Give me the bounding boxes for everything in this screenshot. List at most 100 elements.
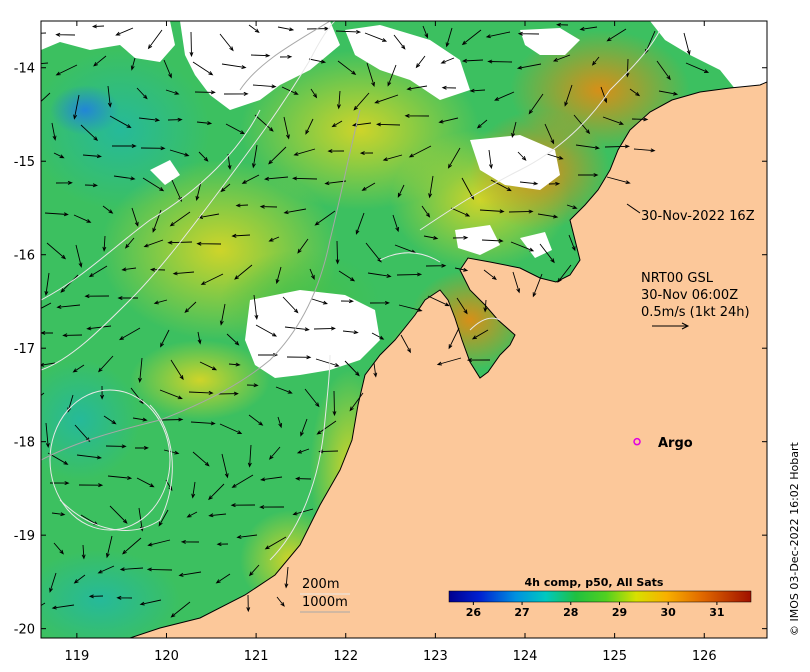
current-arrow xyxy=(119,327,141,341)
current-arrow xyxy=(170,601,191,618)
current-arrow xyxy=(366,62,375,87)
current-arrow xyxy=(283,116,290,140)
lon-tick-label: 124 xyxy=(513,649,538,664)
current-arrow xyxy=(235,203,249,208)
current-arrow xyxy=(471,329,489,340)
current-arrow xyxy=(275,386,293,394)
current-arrow xyxy=(51,512,66,517)
current-arrow xyxy=(56,304,81,309)
current-arrow xyxy=(45,422,50,449)
current-arrow xyxy=(134,445,149,450)
colorbar-tick-label: 29 xyxy=(612,606,627,619)
current-arrow xyxy=(314,210,336,226)
current-arrow xyxy=(440,57,455,64)
current-arrow xyxy=(136,87,148,100)
current-arrow xyxy=(602,116,624,125)
current-arrow xyxy=(517,151,527,161)
current-arrow xyxy=(190,421,216,426)
current-arrow xyxy=(268,146,287,165)
lat-tick-label: -15 xyxy=(14,155,35,170)
current-arrow xyxy=(163,59,172,79)
current-arrow xyxy=(275,266,282,285)
current-arrow xyxy=(268,446,281,460)
current-arrow xyxy=(564,84,573,107)
current-arrow xyxy=(194,90,216,95)
current-arrow xyxy=(130,57,136,71)
current-arrow xyxy=(342,330,359,335)
lon-tick-label: 119 xyxy=(64,649,89,664)
current-arrow xyxy=(259,505,285,510)
lon-tick-label: 126 xyxy=(692,649,717,664)
current-arrow xyxy=(217,391,239,396)
current-arrow xyxy=(461,58,484,63)
current-arrow xyxy=(200,273,224,285)
current-arrow xyxy=(41,602,46,607)
current-arrow xyxy=(84,294,110,299)
current-arrow xyxy=(142,177,165,192)
current-arrow xyxy=(456,297,468,315)
current-scale-arrow xyxy=(652,322,690,330)
current-arrow xyxy=(159,389,183,400)
current-arrow xyxy=(82,154,102,159)
current-arrow xyxy=(344,360,360,377)
current-arrow xyxy=(283,208,307,215)
current-arrow xyxy=(337,60,357,76)
current-arrow xyxy=(297,238,309,254)
current-arrow xyxy=(315,358,340,367)
current-arrow xyxy=(552,54,571,62)
current-arrow xyxy=(279,54,293,59)
colorbar-tick-label: 31 xyxy=(709,606,724,619)
colorbar-tick-label: 28 xyxy=(563,606,578,619)
current-arrow xyxy=(397,184,405,198)
current-arrow xyxy=(548,181,561,186)
current-arrow xyxy=(250,53,271,58)
current-arrow xyxy=(248,414,264,426)
current-arrow xyxy=(591,56,600,66)
current-arrow xyxy=(161,417,184,422)
land-mass xyxy=(129,21,767,638)
current-arrow xyxy=(55,64,78,76)
current-arrow xyxy=(167,117,183,122)
current-arrow xyxy=(219,423,243,434)
current-arrow xyxy=(172,271,195,276)
current-arrow xyxy=(490,179,512,192)
current-arrow xyxy=(539,243,555,264)
current-arrow xyxy=(215,573,231,584)
current-arrow xyxy=(41,62,49,65)
current-arrow xyxy=(277,26,295,32)
current-arrow xyxy=(132,417,148,422)
current-arrow xyxy=(448,327,460,350)
current-arrow xyxy=(136,477,155,488)
current-arrow xyxy=(112,143,137,149)
current-scale-label: 0.5m/s (1kt 24h) xyxy=(641,305,750,320)
current-arrow xyxy=(55,32,76,37)
current-arrow xyxy=(452,235,469,240)
current-arrow xyxy=(62,333,83,338)
current-arrow xyxy=(105,535,113,559)
current-arrow xyxy=(246,594,251,613)
current-arrow xyxy=(425,263,447,268)
isobath-200-label: 200m xyxy=(302,577,339,592)
current-arrow xyxy=(51,604,75,610)
current-arrow xyxy=(295,476,312,481)
lat-tick-label: -18 xyxy=(14,436,35,451)
current-arrow xyxy=(293,148,316,156)
current-arrow xyxy=(566,204,578,209)
lat-tick-label: -19 xyxy=(14,529,35,544)
current-arrow xyxy=(84,183,98,188)
current-arrow xyxy=(406,85,428,91)
current-arrow xyxy=(479,209,505,214)
current-arrow xyxy=(264,536,287,550)
current-arrow xyxy=(305,118,314,135)
current-arrow xyxy=(53,152,65,159)
current-arrow xyxy=(226,333,240,346)
current-arrow xyxy=(544,123,555,145)
current-arrow xyxy=(138,357,143,383)
current-arrow xyxy=(517,31,540,36)
current-arrow xyxy=(102,235,107,252)
current-arrow xyxy=(296,448,310,454)
isobath-contours xyxy=(41,21,661,561)
current-arrow xyxy=(46,242,67,260)
current-arrow xyxy=(436,357,462,366)
